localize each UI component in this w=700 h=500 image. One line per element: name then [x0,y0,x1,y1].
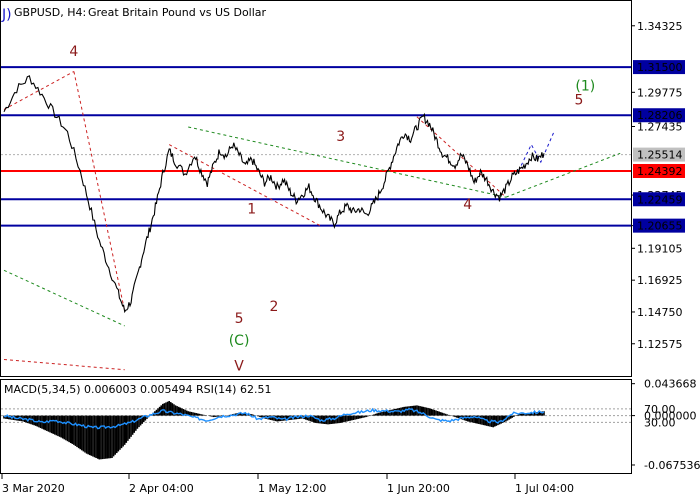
price-tick-label: 1.12575 [637,338,683,351]
wave-label: 5 [574,92,583,108]
wave-labels: 4152V345ABc1(C)(1)(2)iiiiiiivv [69,44,595,374]
wave-guide-red [3,71,75,110]
date-axis: 3 Mar 2020 2 Apr 04:00 1 May 12:00 1 Jun 20… [1,474,574,495]
wave-guide-green [505,152,621,198]
chart-symbol: GBPUSD, H4: [14,6,86,19]
wave-label: 2 [270,299,279,315]
wave-guide-lines [3,71,621,371]
wave-label: (1) [575,78,595,94]
price-level-box [633,164,685,178]
price-line [3,75,545,314]
price-tick-label: 1.34325 [637,20,683,33]
date-tick-label: 1 Jun 20:00 [387,482,450,495]
price-level-box [633,218,685,233]
wave-label: 4 [463,197,472,213]
wave-label: 5 [235,311,244,327]
price-tick-label: 1.16925 [637,274,683,287]
price-level-box [633,192,685,207]
price-tick-label: 1.19105 [637,242,683,255]
rsi-line [3,407,545,430]
price-tick-label: 1.14750 [637,306,683,319]
wave-label: 1 [247,201,256,217]
wave-guide-red [3,359,125,371]
indicator-tick-label: 0.043668 [644,378,697,391]
wave-guide-red [73,71,126,312]
price-level-label: 1.28206 [637,109,683,122]
price-tick-label: 1.27435 [637,121,683,134]
date-tick-label: 1 Jul 04:00 [515,482,574,495]
price-level-label: 1.22459 [637,193,683,206]
indicator-label: MACD(5,34,5) 0.006003 0.005494 RSI(14) 6… [4,383,271,396]
price-series [3,75,545,314]
chart-description: Great Britain Pound vs US Dollar [88,6,267,19]
indicator-tick-label: -0.067536 [644,459,700,472]
date-tick-label: 2 Apr 04:00 [129,482,194,495]
indicator-panel-frame [0,379,632,474]
wave-guide-green [3,269,125,327]
price-level-box [633,60,685,75]
wave-label: V [234,358,244,374]
wave-label: 4 [69,44,78,60]
price-tick-label: 1.29775 [637,86,683,99]
price-level-label: 1.20655 [637,220,683,233]
wave-projection-blue [518,132,554,172]
price-axis: 1.343251.297751.274351.227451.206551.191… [631,20,685,351]
wave-guide-green [188,126,507,198]
indicator-tick-label: 0.000000 [644,410,697,423]
rsi-tick-label: 30.00 [644,416,676,429]
date-tick-label: 1 May 12:00 [258,482,326,495]
price-level-label: 1.31500 [637,61,683,74]
wave-guide-red [168,144,322,227]
wave-label: 3 [336,129,345,145]
macd-rsi-indicator: MACD(5,34,5) 0.006003 0.005494 RSI(14) 6… [1,378,700,472]
price-level-label: 1.24392 [637,165,683,178]
price-level-box [633,108,685,123]
current-price-label: 1.25514 [637,149,683,162]
current-price-box [633,147,685,162]
date-tick-label: 3 Mar 2020 [2,482,65,495]
corner-wave-label: J) [1,7,12,23]
rsi-tick-label: 70.00 [644,403,676,416]
wave-label: (C) [229,333,250,349]
price-panel-frame [0,0,632,377]
